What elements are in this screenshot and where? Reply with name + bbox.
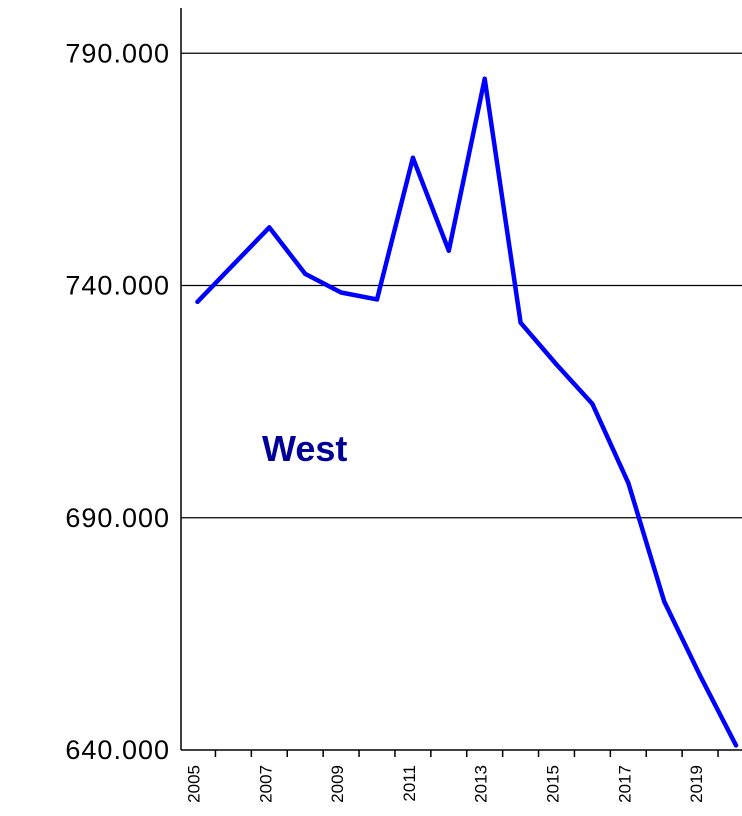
series-line-0	[195, 76, 739, 748]
x-tick-label-2017: 2017	[615, 765, 634, 803]
y-tick-label-640: 640.000	[65, 735, 170, 765]
data-point-2013	[482, 76, 487, 81]
data-point-2017	[626, 480, 631, 486]
x-ticks	[214, 750, 719, 757]
x-tick-label-2015: 2015	[544, 765, 563, 803]
data-point-2006	[231, 262, 236, 267]
data-point-2015	[554, 362, 559, 367]
data-point-2007	[267, 225, 272, 230]
x-tick-label-2019: 2019	[687, 765, 706, 803]
gridlines	[181, 52, 742, 519]
x-tick-label-2011: 2011	[400, 765, 419, 802]
data-point-2005	[195, 299, 200, 304]
series-group	[195, 76, 739, 748]
y-tick-labels: 640.000 690.000 740.000 790.000	[65, 38, 170, 765]
x-tick-label-2009: 2009	[328, 765, 347, 803]
data-point-2012	[446, 248, 451, 253]
y-tick-label-790: 790.000	[65, 38, 170, 68]
data-point-2014	[518, 320, 523, 325]
data-point-2016	[590, 401, 595, 407]
data-point-2019	[697, 673, 703, 678]
data-point-2020	[733, 743, 739, 748]
x-tick-label-2013: 2013	[472, 765, 491, 803]
data-point-2010	[374, 297, 380, 302]
data-point-2009	[338, 290, 344, 295]
x-tick-label-2005: 2005	[185, 765, 204, 803]
x-tick-labels: 2005 2007 2009 2011 2013 2015 2017 2019	[185, 765, 707, 803]
y-tick-label-690: 690.000	[65, 503, 170, 533]
data-point-2011	[410, 155, 416, 160]
data-point-2008	[303, 271, 308, 277]
annotation-west: West	[262, 428, 347, 469]
data-point-2018	[662, 599, 667, 604]
y-tick-label-740: 740.000	[65, 271, 170, 301]
x-tick-label-2007: 2007	[256, 765, 275, 803]
